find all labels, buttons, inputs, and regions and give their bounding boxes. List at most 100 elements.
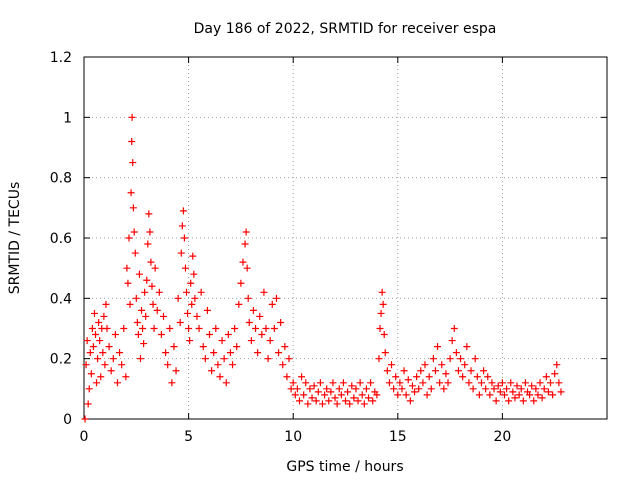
data-point: [436, 379, 444, 387]
data-point: [206, 331, 214, 339]
data-point: [151, 264, 159, 272]
data-point: [419, 379, 427, 387]
data-point: [494, 382, 502, 390]
data-point: [350, 394, 358, 402]
data-point: [113, 379, 121, 387]
data-point: [90, 309, 98, 317]
data-point: [247, 337, 255, 345]
data-point: [337, 391, 345, 399]
data-point: [146, 228, 154, 236]
data-point: [446, 355, 454, 363]
y-axis-ticks: 0 0.2 0.4 0.6 0.8 1 1.2: [50, 50, 607, 428]
data-point: [507, 379, 515, 387]
data-point: [143, 276, 151, 284]
data-point: [170, 343, 178, 351]
data-point: [310, 382, 318, 390]
data-point: [544, 388, 552, 396]
data-point: [373, 391, 381, 399]
data-point: [94, 355, 102, 363]
data-point: [129, 204, 137, 212]
data-point: [367, 379, 375, 387]
data-point: [390, 385, 398, 393]
data-point: [557, 388, 565, 396]
data-point: [168, 379, 176, 387]
data-point: [536, 379, 544, 387]
data-point: [103, 325, 111, 332]
data-point: [293, 385, 301, 393]
data-point: [376, 325, 384, 332]
data-point: [186, 337, 194, 345]
data-point: [81, 415, 89, 423]
data-point: [526, 391, 534, 399]
data-point: [254, 349, 262, 357]
data-point: [101, 361, 109, 369]
data-point: [327, 388, 335, 396]
data-point: [272, 294, 280, 302]
data-point: [82, 361, 90, 369]
data-point: [392, 373, 400, 381]
data-point: [233, 343, 241, 351]
data-point: [362, 385, 370, 393]
data-point: [335, 385, 343, 393]
data-point: [166, 325, 174, 332]
data-point: [191, 294, 199, 302]
data-point: [438, 361, 446, 369]
data-point: [448, 337, 456, 345]
data-point: [138, 306, 146, 314]
data-point: [402, 391, 410, 399]
x-tick-label: 10: [284, 429, 302, 445]
data-point: [411, 388, 419, 396]
data-point: [427, 385, 435, 393]
data-point: [442, 370, 450, 378]
data-point: [84, 400, 92, 408]
data-point: [323, 385, 331, 393]
data-point: [105, 343, 113, 351]
data-point: [530, 397, 538, 405]
data-point: [99, 349, 107, 357]
data-point: [325, 397, 333, 405]
data-point: [513, 382, 521, 390]
y-tick-label: 0.2: [50, 352, 72, 368]
data-point: [475, 391, 483, 399]
data-point: [482, 385, 490, 393]
y-tick-label: 1: [63, 110, 72, 126]
data-point: [339, 379, 347, 387]
data-point: [528, 382, 536, 390]
data-point: [467, 367, 475, 375]
y-tick-label: 0.4: [50, 291, 72, 307]
data-point: [348, 382, 356, 390]
data-point: [159, 312, 167, 320]
data-point: [352, 385, 360, 393]
data-point: [193, 312, 201, 320]
data-point: [147, 258, 155, 266]
data-point: [440, 385, 448, 393]
data-point: [141, 288, 149, 296]
data-point: [237, 279, 245, 287]
data-point: [155, 288, 163, 296]
data-point: [178, 222, 186, 230]
data-point: [377, 309, 385, 317]
data-point: [375, 355, 383, 363]
data-point: [266, 337, 274, 345]
data-point: [378, 288, 386, 296]
data-point: [503, 385, 511, 393]
data-point: [116, 349, 124, 357]
gridlines: [84, 57, 607, 419]
data-point: [89, 343, 97, 351]
data-point: [358, 391, 366, 399]
data-point: [96, 337, 104, 345]
data-point: [295, 397, 303, 405]
data-point: [124, 279, 132, 287]
data-point: [354, 397, 362, 405]
data-point: [172, 367, 180, 375]
data-point: [289, 379, 297, 387]
data-point: [521, 379, 529, 387]
data-point: [216, 373, 224, 381]
data-point: [128, 113, 136, 121]
data-point: [429, 355, 437, 363]
data-point: [195, 325, 203, 332]
data-point: [346, 400, 354, 408]
data-point: [540, 385, 548, 393]
data-point: [304, 400, 312, 408]
data-point: [222, 379, 230, 387]
